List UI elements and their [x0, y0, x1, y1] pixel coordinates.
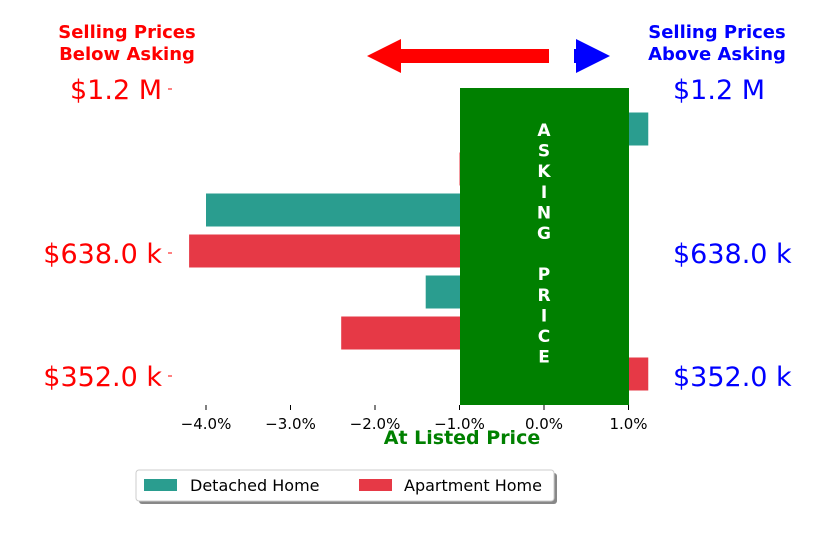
bar-apartment-extra-0: [629, 357, 649, 391]
bar-apartment-0: [459, 152, 460, 186]
asking-letter-11: E: [538, 348, 550, 368]
x-axis-label: At Listed Price: [384, 427, 540, 449]
left-price-label-bottom: $352.0 k: [43, 362, 162, 393]
xtick-label-2: −2.0%: [350, 415, 401, 433]
bar-apartment-1: [189, 234, 460, 268]
xtick-label-3: −1.0%: [434, 415, 485, 433]
legend-label-apartment: Apartment Home: [404, 476, 542, 495]
bar-detached-2: [425, 275, 460, 309]
asking-letter-3: I: [541, 183, 547, 203]
asking-letter-7: P: [538, 265, 550, 285]
legend-swatch-apartment: [359, 479, 392, 491]
left-arrow-icon: [367, 39, 549, 73]
legend-box: [135, 469, 555, 502]
bar-apartment-2: [341, 316, 460, 350]
right-price-label-mid: $638.0 k: [673, 239, 792, 270]
right-price-label-top: $1.2 M: [673, 75, 765, 106]
asking-letter-1: S: [538, 142, 550, 162]
asking-letter-8: R: [537, 286, 550, 306]
above-asking-title-line1: Selling Prices: [648, 22, 785, 43]
bar-detached-1: [206, 193, 460, 227]
x-axis-ticks: −4.0% −3.0% −2.0% −1.0% 0.0% 1.0%: [181, 405, 648, 433]
xtick-label-4: 0.0%: [525, 415, 563, 433]
legend: Detached Home Apartment Home: [135, 469, 557, 504]
xtick-label-1: −3.0%: [265, 415, 316, 433]
right-arrow-icon: [574, 39, 610, 73]
asking-letter-5: G: [537, 224, 551, 244]
xtick-label-0: −4.0%: [181, 415, 232, 433]
below-asking-title-line1: Selling Prices: [58, 22, 195, 43]
bars-group: [189, 112, 649, 391]
asking-letter-10: C: [538, 327, 550, 347]
asking-letter-9: I: [541, 306, 547, 326]
below-asking-title-line2: Below Asking: [59, 44, 195, 65]
asking-letter-4: N: [537, 203, 551, 223]
asking-price-box: [460, 88, 629, 405]
asking-letter-0: A: [537, 121, 551, 141]
legend-swatch-detached: [144, 479, 177, 491]
above-asking-title-line2: Above Asking: [648, 44, 786, 65]
left-price-label-top: $1.2 M: [70, 75, 162, 106]
xtick-label-5: 1.0%: [609, 415, 647, 433]
legend-label-detached: Detached Home: [190, 476, 320, 495]
bar-detached-0: [629, 112, 649, 146]
left-price-label-mid: $638.0 k: [43, 239, 162, 270]
asking-letter-2: K: [537, 162, 551, 182]
right-price-label-bottom: $352.0 k: [673, 362, 792, 393]
